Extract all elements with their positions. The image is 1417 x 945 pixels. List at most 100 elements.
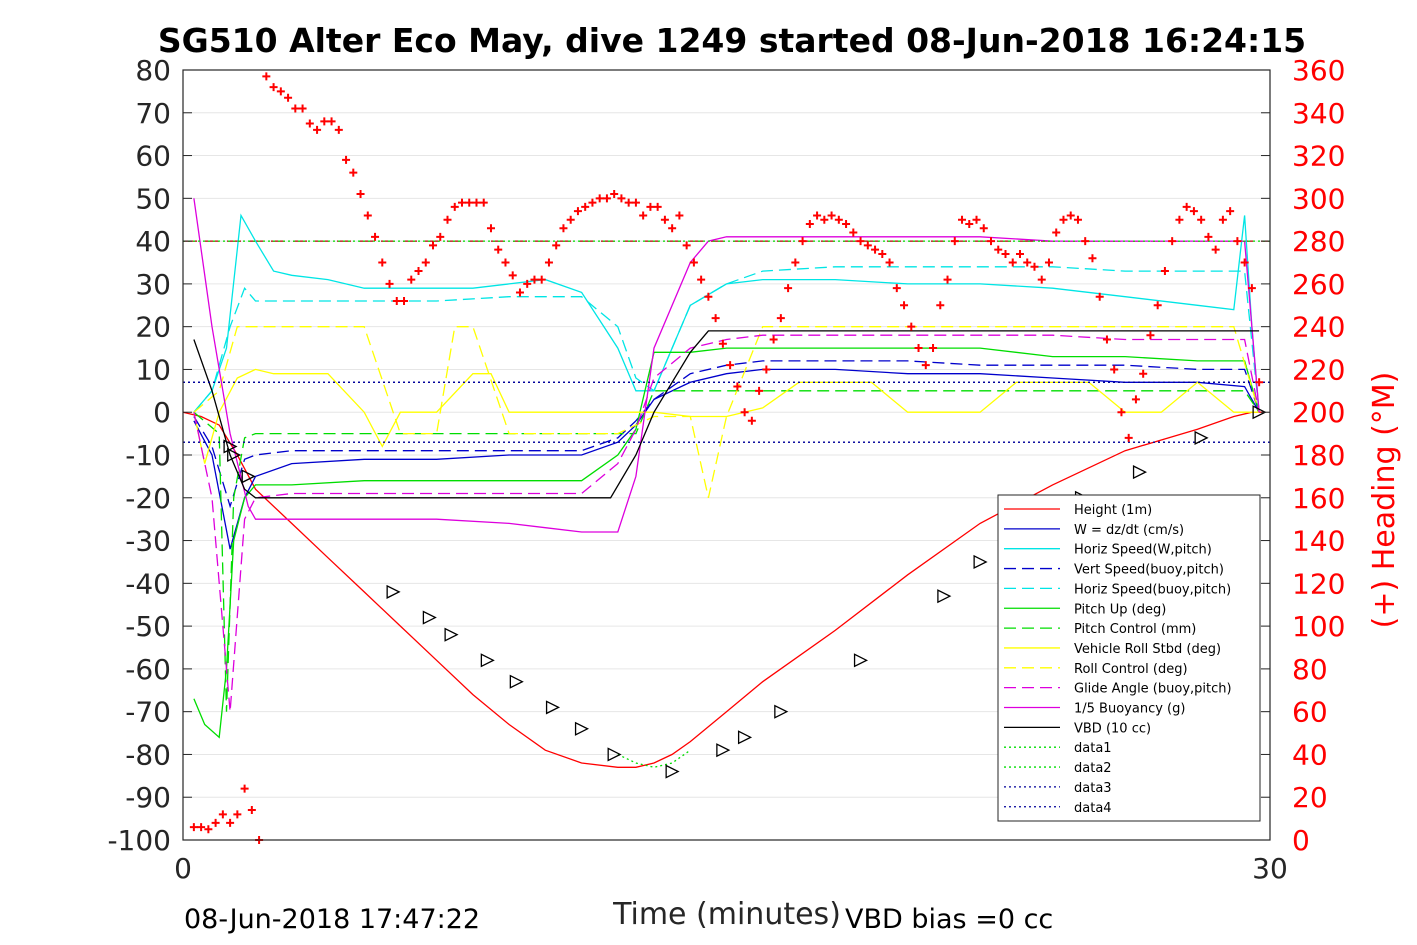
heading-point [704,292,713,301]
heading-point [1197,215,1206,224]
heading-point [1117,408,1126,417]
heading-point [726,361,735,370]
heading-point [711,314,720,323]
heading-point [443,215,452,224]
legend-entry: data2 [1074,761,1112,776]
heading-point [675,211,684,220]
legend-entry: Height (1m) [1074,503,1152,518]
right-y-axis-label: (+) Heading (°M) [1367,372,1402,629]
heading-point [262,72,271,81]
y-tick-label: 10 [135,353,171,386]
series-line [193,330,1260,499]
heading-point [1044,258,1053,267]
heading-point [842,220,851,228]
heading-point [1110,365,1119,374]
heading-point [284,93,293,102]
heading-point [385,279,394,288]
triangle-marker [973,554,988,569]
series-line [193,334,1260,712]
heading-point [327,117,336,126]
y-tick-label: -50 [125,610,171,643]
heading-point [421,258,430,267]
heading-point [407,275,416,284]
y2-tick-label: 0 [1292,824,1310,857]
y2-tick-label: 60 [1292,696,1328,729]
series-line [193,390,1260,712]
heading-point [218,810,227,819]
series-line [193,266,1260,413]
heading-point [472,198,481,207]
heading-point [610,190,619,199]
heading-point [936,301,945,310]
heading-point [617,194,626,203]
legend-entry: Pitch Up (deg) [1074,602,1166,617]
heading-point [356,190,365,199]
heading-point [1124,433,1133,442]
triangle-marker [545,700,561,715]
heading-point [334,125,343,134]
heading-point [501,258,510,267]
heading-point [653,202,662,211]
heading-point [624,198,633,207]
heading-point [240,784,249,793]
y-tick-label: 40 [135,225,171,258]
legend-entry: Vehicle Roll Stbd (deg) [1074,642,1221,657]
heading-point [733,382,742,391]
x-tick-label: 0 [174,852,192,885]
heading-point [486,224,495,233]
heading-point [1095,292,1104,301]
heading-point [892,284,901,293]
heading-point [791,258,800,267]
legend-entry: data4 [1074,801,1112,816]
heading-point [573,207,582,216]
series-line [193,326,1260,498]
chart-title: SG510 Alter Eco May, dive 1249 started 0… [158,21,1306,60]
heading-point [965,220,974,228]
heading-point [958,215,967,224]
heading-point [1073,215,1082,224]
heading-points [189,72,1264,844]
y-tick-label: -70 [125,696,171,729]
footer-vbd-bias: VBD bias =0 cc [845,904,1053,935]
y2-tick-label: 120 [1292,567,1345,600]
heading-point [414,267,423,276]
y2-tick-label: 220 [1292,353,1345,386]
heading-point [204,825,213,834]
heading-point [950,237,959,246]
y-tick-label: -90 [125,781,171,814]
y2-tick-label: 340 [1292,97,1345,130]
legend-entry: VBD (10 cc) [1074,721,1151,736]
heading-point [1052,228,1061,237]
heading-point [189,823,198,832]
heading-point [689,258,698,267]
heading-point [363,211,372,220]
triangle-marker [737,730,753,745]
heading-point [1168,237,1177,246]
heading-point [602,194,611,203]
heading-point [639,211,648,220]
heading-point [1008,258,1017,267]
heading-point [1081,237,1090,246]
heading-point [298,104,307,113]
right-y-axis-ticks: 3603403203002802602402202001801601401201… [1261,54,1345,857]
y2-tick-label: 140 [1292,525,1345,558]
y2-tick-label: 300 [1292,182,1345,215]
triangle-marker [422,610,437,625]
triangle-marker [607,747,622,762]
triangle-marker [444,627,459,642]
heading-point [479,198,488,207]
heading-point [400,297,409,305]
heading-point [660,215,669,224]
heading-point [595,194,604,203]
heading-point [1189,207,1198,216]
triangle-marker [774,704,789,719]
heading-point [871,245,880,254]
triangle-marker [1252,405,1267,420]
heading-point [342,155,351,164]
series-line [193,347,1260,739]
heading-point [827,211,836,220]
heading-point [1088,254,1097,263]
triangle-marker [574,721,590,736]
heading-point [1001,249,1010,258]
